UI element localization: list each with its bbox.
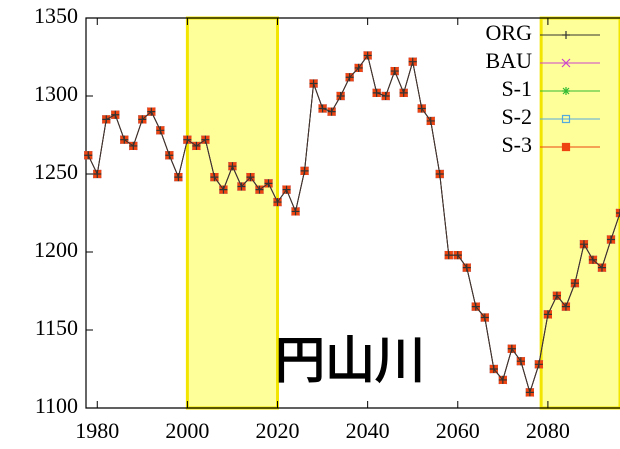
legend-label: S-1 — [501, 76, 532, 101]
y-tick-label: 1350 — [34, 3, 78, 28]
marker — [534, 360, 543, 369]
marker — [516, 357, 525, 366]
marker — [543, 310, 552, 319]
marker — [453, 251, 462, 260]
marker — [120, 135, 129, 144]
marker — [264, 179, 273, 188]
marker — [210, 173, 219, 182]
annotation: 円山川 — [275, 332, 425, 390]
highlight-range — [539, 16, 620, 410]
marker — [480, 313, 489, 322]
x-tick-label: 2060 — [436, 418, 480, 443]
marker — [93, 170, 102, 178]
marker — [399, 88, 408, 97]
marker — [616, 209, 620, 217]
legend: ORG BAU S-1 S-2 S-3 — [486, 20, 600, 157]
marker — [183, 135, 192, 144]
marker — [84, 151, 93, 160]
x-tick-label: 2020 — [256, 418, 300, 443]
marker — [444, 251, 453, 260]
x-tick-label: 1980 — [75, 418, 119, 443]
marker — [219, 185, 228, 194]
x-tick-label: 2040 — [346, 418, 390, 443]
marker — [237, 182, 246, 191]
marker — [246, 173, 255, 182]
marker — [300, 166, 309, 175]
marker — [273, 198, 282, 207]
marker — [336, 92, 345, 100]
y-tick-label: 1100 — [35, 393, 78, 418]
marker — [390, 67, 399, 76]
marker — [174, 173, 183, 182]
marker — [498, 375, 507, 384]
marker — [138, 115, 147, 124]
marker — [129, 141, 138, 150]
marker — [561, 58, 571, 68]
legend-label: BAU — [486, 48, 533, 73]
marker — [327, 107, 336, 116]
marker — [489, 365, 498, 373]
y-tick-label: 1150 — [35, 315, 78, 340]
marker — [381, 92, 390, 100]
marker — [597, 263, 606, 272]
highlight-range — [185, 16, 280, 410]
marker — [426, 116, 435, 125]
marker — [562, 31, 570, 39]
marker — [318, 104, 327, 113]
marker — [192, 141, 201, 150]
marker — [606, 235, 615, 244]
y-tick-label: 1250 — [34, 159, 78, 184]
marker — [579, 240, 588, 249]
marker — [471, 302, 480, 311]
marker — [408, 57, 417, 66]
legend-label: S-3 — [501, 132, 532, 157]
marker — [562, 87, 570, 95]
marker — [588, 255, 597, 264]
marker — [309, 79, 318, 88]
plot-layer — [83, 51, 620, 397]
x-tick-label: 2080 — [526, 418, 570, 443]
marker — [507, 344, 516, 353]
marker — [561, 114, 571, 124]
marker — [228, 162, 237, 171]
marker — [111, 110, 120, 119]
marker — [435, 170, 444, 178]
marker — [165, 151, 174, 160]
marker — [363, 51, 372, 60]
marker — [291, 207, 300, 216]
marker — [156, 126, 165, 135]
marker — [462, 263, 471, 272]
marker — [561, 142, 571, 152]
legend-label: S-2 — [501, 104, 532, 129]
axis-frame — [85, 17, 620, 409]
marker — [561, 302, 570, 311]
marker — [552, 291, 561, 300]
marker — [417, 104, 426, 113]
y-tick-label: 1300 — [34, 81, 78, 106]
marker — [102, 115, 111, 124]
legend-label: ORG — [486, 20, 533, 45]
marker — [255, 185, 264, 194]
y-tick-label: 1200 — [34, 237, 78, 262]
marker — [345, 73, 354, 82]
marker — [372, 88, 381, 97]
marker — [570, 279, 579, 288]
marker — [282, 185, 291, 194]
series-line — [87, 54, 620, 395]
marker — [354, 63, 363, 72]
marker — [525, 388, 534, 397]
x-tick-label: 2000 — [165, 418, 209, 443]
marker — [201, 135, 210, 144]
background-layer: 1100 1150 1200 1250 1300 1350 1980 2000 2020 2040… — [34, 3, 620, 443]
marker — [147, 107, 156, 116]
